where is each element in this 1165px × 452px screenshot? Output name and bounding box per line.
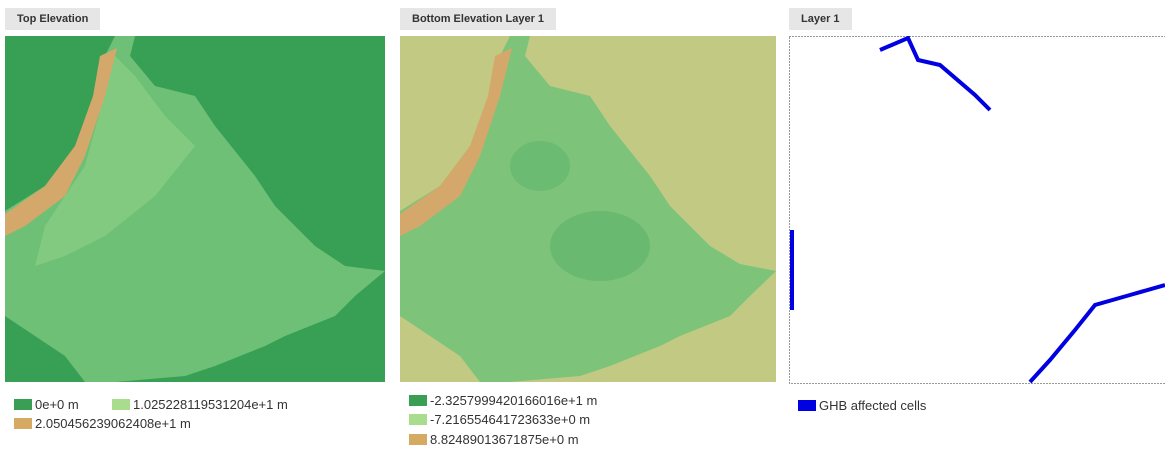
legend-entry: -7.216554641723633e+0 m bbox=[409, 412, 590, 427]
legend-label: -2.3257999420166016e+1 m bbox=[430, 393, 597, 408]
legend-label: 8.82489013671875e+0 m bbox=[430, 432, 579, 447]
legend-swatch bbox=[14, 399, 32, 410]
layer-1-map bbox=[789, 36, 1165, 384]
legend-label: 1.025228119531204e+1 m bbox=[133, 397, 288, 412]
panel-title: Bottom Elevation Layer 1 bbox=[400, 8, 556, 30]
legend-entry: 8.82489013671875e+0 m bbox=[409, 432, 579, 447]
top-elevation-map bbox=[5, 36, 385, 382]
page: Top Elevation Bottom Elevation Layer 1 L… bbox=[0, 0, 1165, 452]
legend-swatch bbox=[798, 400, 816, 411]
legend-swatch bbox=[112, 399, 130, 410]
panel-title: Top Elevation bbox=[5, 8, 100, 30]
legend-entry: 0e+0 m bbox=[14, 397, 79, 412]
legend-label: 0e+0 m bbox=[35, 397, 79, 412]
legend-swatch bbox=[409, 414, 427, 425]
legend-entry: 1.025228119531204e+1 m bbox=[112, 397, 288, 412]
panel-title: Layer 1 bbox=[789, 8, 852, 30]
legend-label: -7.216554641723633e+0 m bbox=[430, 412, 590, 427]
bottom-elevation-map bbox=[400, 36, 776, 382]
legend-entry: 2.050456239062408e+1 m bbox=[14, 416, 191, 431]
legend-swatch bbox=[409, 395, 427, 406]
legend-swatch bbox=[14, 418, 32, 429]
legend-label: 2.050456239062408e+1 m bbox=[35, 416, 191, 431]
legend-entry: -2.3257999420166016e+1 m bbox=[409, 393, 597, 408]
legend-swatch bbox=[409, 434, 427, 445]
legend-label: GHB affected cells bbox=[819, 398, 926, 413]
legend-entry: GHB affected cells bbox=[798, 398, 926, 413]
